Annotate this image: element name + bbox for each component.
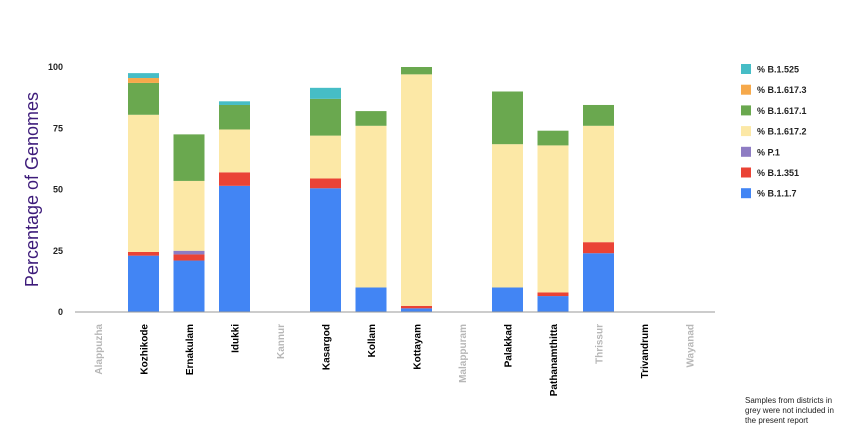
x-tick-label: Wayanad [686, 324, 697, 368]
x-tick-label: Kasargod [322, 324, 333, 370]
x-tick-label: Palakkad [504, 324, 515, 367]
bar-segment [128, 82, 159, 115]
bar-segment [219, 129, 250, 173]
bar-segment [310, 135, 341, 179]
x-tick-label: Thrissur [595, 324, 606, 364]
legend-swatch [741, 84, 751, 95]
bar-segment [310, 188, 341, 312]
bar-segment [401, 74, 432, 306]
bar-segment [537, 130, 569, 146]
bar-segment [128, 78, 159, 83]
bar-segment [401, 308, 432, 312]
bar-segment [173, 260, 205, 312]
x-tick-label: Kottayam [413, 324, 424, 370]
legend-label: % P.1 [757, 147, 780, 157]
legend-label: % B.1.617.3 [757, 85, 807, 95]
bar-segment [355, 111, 387, 126]
legend-swatch [741, 64, 751, 74]
bar-segment [310, 178, 341, 189]
x-tick-label: Kozhikode [140, 324, 151, 375]
x-tick-label: Kollam [367, 324, 378, 357]
y-tick-label: 25 [53, 246, 63, 256]
bar-segment [219, 172, 250, 186]
x-tick-label: Idukki [231, 324, 242, 353]
x-tick-label: Malappuram [458, 324, 469, 383]
x-tick-label: Trivandrum [640, 324, 651, 379]
legend-label: % B.1.617.2 [757, 127, 807, 137]
bar-segment [583, 242, 614, 254]
x-tick-label: Pathanamthitta [549, 324, 560, 397]
x-tick-label: Ernakulam [185, 324, 196, 375]
legend-label: % B.1.1.7 [757, 189, 797, 199]
footnote: Samples from districts in grey were not … [745, 396, 834, 425]
bar-segment [492, 287, 523, 312]
bar-segment [173, 180, 205, 251]
bar-segment [173, 250, 205, 255]
bar-segment [583, 104, 614, 126]
bar-segment [219, 104, 250, 130]
bar-segment [310, 87, 341, 99]
bar-segment [128, 255, 159, 312]
y-tick-label: 50 [53, 185, 63, 195]
y-tick-label: 100 [48, 62, 63, 72]
legend-label: % B.1.351 [757, 168, 799, 178]
legend-swatch [741, 167, 751, 178]
bar-segment [537, 296, 569, 312]
bar-segment [583, 253, 614, 312]
bar-segment [219, 185, 250, 312]
bar-segment [401, 305, 432, 309]
y-tick-label: 0 [58, 307, 63, 317]
bar-segment [583, 125, 614, 243]
legend-swatch [741, 105, 751, 116]
x-tick-label: Alappuzha [94, 324, 105, 375]
legend-label: % B.1.617.1 [757, 106, 807, 116]
bar-segment [128, 73, 159, 79]
bar-segment [355, 287, 387, 312]
bar-segment [401, 67, 432, 75]
bar-segment [310, 98, 341, 136]
bar-segment [128, 251, 159, 256]
bar-segment [492, 144, 523, 288]
legend-label: % B.1.525 [757, 65, 799, 75]
bar-segment [492, 91, 523, 145]
y-tick-label: 75 [53, 123, 63, 133]
legend-swatch [741, 188, 751, 199]
bar-segment [128, 114, 159, 252]
x-tick-label: Kannur [276, 324, 287, 359]
y-axis-label: Percentage of Genomes [22, 92, 42, 287]
bar-segment [219, 101, 250, 105]
bar-segment [355, 125, 387, 288]
bar-segment [173, 134, 205, 181]
bar-segment [537, 292, 569, 297]
bar-segment [173, 254, 205, 261]
bar-segment [537, 145, 569, 293]
legend-swatch [741, 126, 751, 137]
legend-swatch [741, 146, 751, 157]
